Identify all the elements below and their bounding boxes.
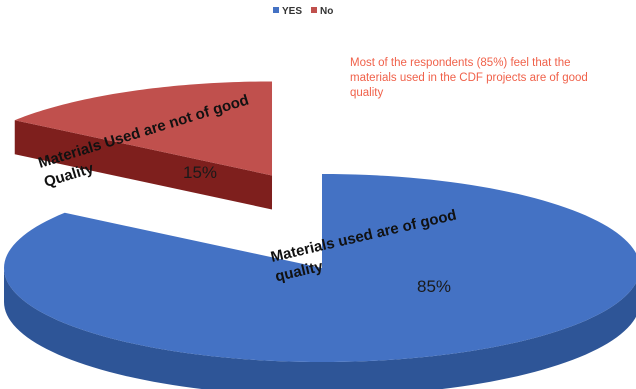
chart-legend: YES No xyxy=(273,6,333,17)
annotation-line-2: materials used in the CDF projects are o… xyxy=(350,72,588,84)
chart-annotation: Most of the respondents (85%) feel that … xyxy=(350,57,588,99)
pie-slices xyxy=(4,81,636,389)
legend-label-no: No xyxy=(320,6,333,17)
legend-swatch-yes xyxy=(273,7,279,13)
pct-label-no: 15% xyxy=(183,163,217,182)
slice-no xyxy=(14,81,273,176)
slice-wall2-no xyxy=(14,120,273,210)
slice-side-yes xyxy=(4,268,636,389)
annotation-line-1: Most of the respondents (85%) feel that … xyxy=(350,57,571,69)
annotation-line-3: quality xyxy=(350,87,383,99)
pct-label-yes: 85% xyxy=(417,277,451,296)
legend-label-yes: YES xyxy=(282,6,302,17)
slice-yes xyxy=(4,174,636,362)
legend-swatch-no xyxy=(311,7,317,13)
